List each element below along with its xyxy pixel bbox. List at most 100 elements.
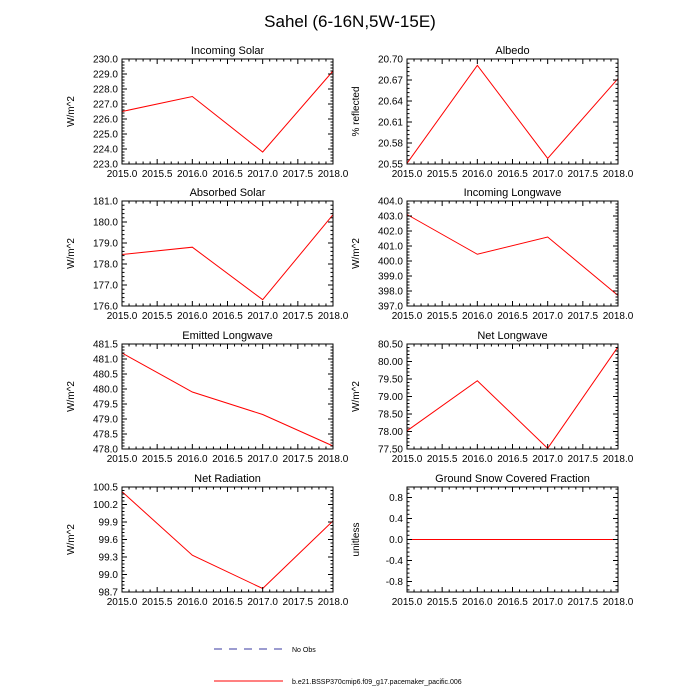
panel-title: Albedo bbox=[495, 45, 529, 57]
y-tick-label: 179.0 bbox=[93, 239, 118, 250]
x-tick-label: 2016.5 bbox=[212, 454, 243, 465]
x-tick-label: 2017.5 bbox=[283, 597, 314, 608]
series-line bbox=[121, 70, 334, 153]
y-axis-label: W/m^2 bbox=[66, 524, 77, 555]
y-tick-label: 400.0 bbox=[378, 257, 403, 268]
x-tick-label: 2017.0 bbox=[247, 311, 278, 322]
y-axis-label: unitless bbox=[351, 523, 362, 557]
y-tick-label: 181.0 bbox=[93, 197, 118, 208]
x-tick-label: 2017.5 bbox=[568, 597, 599, 608]
panel-title: Ground Snow Covered Fraction bbox=[435, 473, 590, 485]
x-tick-label: 2016.0 bbox=[177, 454, 208, 465]
y-tick-label: 397.0 bbox=[378, 302, 403, 313]
x-tick-label: 2018.0 bbox=[603, 311, 634, 322]
y-tick-label: 177.0 bbox=[93, 281, 118, 292]
y-tick-label: 80.50 bbox=[378, 340, 403, 351]
panels-group: Incoming Solar 2015.0 2015.5 2016.0 2016.5 20… bbox=[66, 45, 634, 608]
x-tick-label: 2016.5 bbox=[212, 311, 243, 322]
x-tick-label: 2015.5 bbox=[427, 454, 458, 465]
x-tick-label: 2015.5 bbox=[142, 311, 173, 322]
x-tick-label: 2017.0 bbox=[247, 454, 278, 465]
x-tick-label: 2017.5 bbox=[568, 454, 599, 465]
y-tick-label: 99.9 bbox=[99, 518, 119, 529]
y-tick-label: 99.3 bbox=[99, 553, 119, 564]
x-tick-label: 2018.0 bbox=[318, 169, 349, 180]
x-tick-label: 2018.0 bbox=[318, 311, 349, 322]
y-tick-label: 229.0 bbox=[93, 70, 118, 81]
y-tick-label: 100.5 bbox=[93, 483, 118, 494]
x-tick-label: 2015.0 bbox=[107, 454, 138, 465]
panel-title: Incoming Solar bbox=[191, 45, 265, 57]
y-tick-label: 478.0 bbox=[93, 445, 118, 456]
plot-frame bbox=[121, 343, 334, 450]
series-line bbox=[406, 346, 619, 450]
x-tick-label: 2016.5 bbox=[497, 454, 528, 465]
x-tick-label: 2015.0 bbox=[392, 169, 423, 180]
x-tick-label: 2015.0 bbox=[107, 169, 138, 180]
x-tick-label: 2015.0 bbox=[107, 311, 138, 322]
series-line bbox=[121, 214, 334, 301]
x-tick-label: 2015.5 bbox=[427, 597, 458, 608]
y-axis-label: W/m^2 bbox=[66, 96, 77, 127]
y-tick-label: 98.7 bbox=[99, 588, 119, 599]
y-tick-label: 479.5 bbox=[93, 400, 118, 411]
series-line bbox=[406, 214, 619, 296]
plot-frame bbox=[406, 343, 619, 450]
x-tick-label: 2016.0 bbox=[462, 311, 493, 322]
y-tick-label: 478.5 bbox=[93, 430, 118, 441]
x-tick-label: 2016.0 bbox=[177, 597, 208, 608]
y-tick-label: 20.70 bbox=[378, 55, 403, 66]
x-tick-label: 2015.0 bbox=[392, 454, 423, 465]
y-tick-label: 480.5 bbox=[93, 370, 118, 381]
y-tick-label: 399.0 bbox=[378, 272, 403, 283]
y-tick-label: 230.0 bbox=[93, 55, 118, 66]
y-tick-label: 480.0 bbox=[93, 385, 118, 396]
y-tick-label: 176.0 bbox=[93, 302, 118, 313]
y-axis-label: W/m^2 bbox=[351, 238, 362, 269]
y-tick-label: 227.0 bbox=[93, 100, 118, 111]
legend-obs-label: No Obs bbox=[292, 647, 316, 654]
x-tick-label: 2015.0 bbox=[392, 311, 423, 322]
legend-model-label: b.e21.BSSP370cmip6.f09_g17.pacemaker_pac… bbox=[292, 679, 462, 686]
y-tick-label: 99.0 bbox=[99, 570, 119, 581]
panel-title: Incoming Longwave bbox=[464, 187, 562, 199]
y-tick-label: 20.55 bbox=[378, 160, 403, 171]
y-tick-label: 20.67 bbox=[378, 76, 403, 87]
panel-2: Absorbed Solar 2015.0 2015.5 2016.0 2016.5 20… bbox=[66, 187, 349, 322]
y-tick-label: 79.50 bbox=[378, 375, 403, 386]
x-tick-label: 2017.0 bbox=[532, 169, 563, 180]
panel-title: Absorbed Solar bbox=[190, 187, 266, 199]
x-tick-label: 2017.0 bbox=[532, 597, 563, 608]
series-line bbox=[121, 352, 334, 447]
x-tick-label: 2017.5 bbox=[568, 169, 599, 180]
y-tick-label: 100.2 bbox=[93, 500, 118, 511]
y-tick-label: 20.61 bbox=[378, 118, 403, 129]
y-axis-label: % reflected bbox=[351, 86, 362, 136]
y-axis-label: W/m^2 bbox=[351, 381, 362, 412]
x-tick-label: 2016.5 bbox=[212, 169, 243, 180]
y-tick-label: 481.0 bbox=[93, 355, 118, 366]
x-tick-label: 2017.5 bbox=[283, 311, 314, 322]
x-tick-label: 2016.5 bbox=[497, 311, 528, 322]
x-tick-label: 2016.0 bbox=[462, 169, 493, 180]
y-tick-label: 401.0 bbox=[378, 242, 403, 253]
y-tick-label: 79.00 bbox=[378, 392, 403, 403]
y-tick-label: 223.0 bbox=[93, 160, 118, 171]
series-line bbox=[406, 64, 619, 164]
x-tick-label: 2017.0 bbox=[532, 311, 563, 322]
x-tick-label: 2015.5 bbox=[427, 311, 458, 322]
plot-frame bbox=[121, 486, 334, 593]
panel-title: Emitted Longwave bbox=[182, 330, 273, 342]
y-tick-label: 225.0 bbox=[93, 130, 118, 141]
x-tick-label: 2018.0 bbox=[603, 169, 634, 180]
figure-title: Sahel (6-16N,5W-15E) bbox=[264, 12, 436, 31]
panel-4: Emitted Longwave 2015.0 2015.5 2016.0 2016.5… bbox=[66, 330, 349, 465]
legend: No Obs b.e21.BSSP370cmip6.f09_g17.pacema… bbox=[214, 647, 462, 686]
y-tick-label: 20.64 bbox=[378, 97, 403, 108]
y-axis-label: W/m^2 bbox=[66, 238, 77, 269]
x-tick-label: 2017.0 bbox=[247, 169, 278, 180]
panel-5: Net Longwave 2015.0 2015.5 2016.0 2016.5 2017… bbox=[351, 330, 634, 465]
x-tick-label: 2015.5 bbox=[142, 169, 173, 180]
